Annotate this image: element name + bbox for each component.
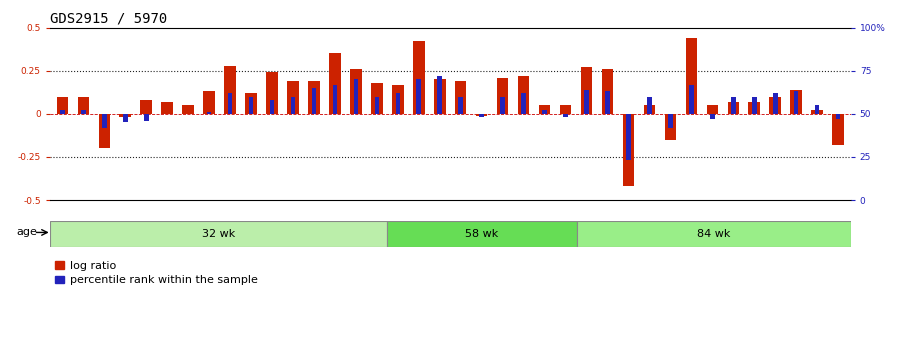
Bar: [183, 105, 194, 114]
FancyBboxPatch shape: [576, 221, 851, 247]
Bar: [581, 67, 592, 114]
Bar: [392, 85, 404, 114]
Bar: [329, 53, 340, 114]
Bar: [710, 114, 715, 119]
Bar: [57, 97, 68, 114]
Bar: [560, 105, 571, 114]
Bar: [814, 105, 819, 114]
Bar: [375, 97, 379, 114]
Bar: [245, 93, 257, 114]
Bar: [794, 91, 798, 114]
Bar: [500, 97, 505, 114]
Bar: [668, 114, 672, 128]
Bar: [626, 114, 631, 160]
Bar: [752, 97, 757, 114]
Bar: [99, 114, 110, 148]
Bar: [204, 91, 214, 114]
Bar: [309, 81, 319, 114]
Bar: [605, 91, 610, 114]
Bar: [664, 114, 676, 140]
Bar: [459, 97, 463, 114]
Bar: [769, 97, 781, 114]
Bar: [249, 97, 253, 114]
Bar: [371, 83, 383, 114]
Legend: log ratio, percentile rank within the sample: log ratio, percentile rank within the sa…: [55, 261, 258, 285]
Bar: [647, 97, 652, 114]
Bar: [228, 93, 233, 114]
Bar: [291, 97, 295, 114]
Text: age: age: [16, 227, 37, 237]
Bar: [836, 114, 841, 119]
Bar: [78, 97, 89, 114]
Bar: [413, 41, 424, 114]
FancyBboxPatch shape: [50, 221, 387, 247]
Bar: [538, 105, 550, 114]
Bar: [731, 97, 736, 114]
Bar: [354, 79, 358, 114]
FancyBboxPatch shape: [387, 221, 576, 247]
Bar: [728, 102, 739, 114]
Bar: [333, 85, 338, 114]
Bar: [437, 76, 442, 114]
Bar: [81, 110, 86, 114]
Bar: [266, 72, 278, 114]
Bar: [123, 114, 128, 122]
Bar: [287, 81, 299, 114]
Bar: [518, 76, 529, 114]
Text: GDS2915 / 5970: GDS2915 / 5970: [50, 11, 167, 25]
Bar: [812, 110, 823, 114]
Bar: [270, 100, 274, 114]
Bar: [497, 78, 509, 114]
Bar: [707, 105, 718, 114]
Bar: [102, 114, 107, 128]
Bar: [311, 88, 316, 114]
Text: 84 wk: 84 wk: [697, 229, 730, 239]
Bar: [476, 114, 488, 116]
Bar: [224, 66, 236, 114]
Bar: [119, 114, 131, 117]
Bar: [542, 110, 547, 114]
Bar: [686, 38, 697, 114]
Bar: [60, 110, 64, 114]
Bar: [480, 114, 484, 117]
Bar: [395, 93, 400, 114]
Bar: [416, 79, 421, 114]
Bar: [773, 93, 777, 114]
Bar: [434, 79, 445, 114]
Bar: [643, 105, 655, 114]
Bar: [521, 93, 526, 114]
Text: 58 wk: 58 wk: [465, 229, 499, 239]
Bar: [689, 85, 693, 114]
Bar: [748, 102, 760, 114]
Bar: [144, 114, 148, 121]
Bar: [161, 102, 173, 114]
Bar: [790, 90, 802, 114]
Text: 32 wk: 32 wk: [202, 229, 235, 239]
Bar: [623, 114, 634, 186]
Bar: [585, 90, 589, 114]
Bar: [833, 114, 843, 145]
Bar: [140, 100, 152, 114]
Bar: [455, 81, 466, 114]
Bar: [563, 114, 567, 117]
Bar: [207, 112, 212, 114]
Bar: [602, 69, 614, 114]
Bar: [350, 69, 362, 114]
